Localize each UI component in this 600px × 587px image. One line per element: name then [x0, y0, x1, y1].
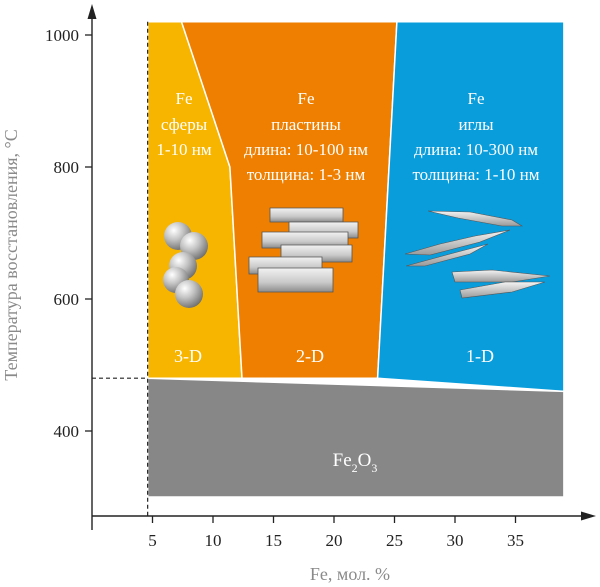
- region-1d: [376, 21, 565, 393]
- y-axis: [87, 4, 97, 530]
- oxide-label-main: Fe: [333, 450, 352, 471]
- region-2d: [180, 21, 398, 379]
- y-axis-title: Температура восстановления, °C: [1, 129, 21, 380]
- oxide-label-mid: O: [358, 450, 372, 471]
- x-tick-label: 5: [148, 531, 157, 550]
- x-tick-label: 35: [507, 531, 524, 550]
- y-tick-label: 800: [54, 158, 80, 177]
- plates-illustration-icon: [248, 207, 359, 293]
- region-3d-line-2: 1-10 нм: [156, 140, 212, 159]
- region-3d-title: Fe: [176, 89, 193, 108]
- y-tick-label: 400: [54, 422, 80, 441]
- x-tick-label: 15: [265, 531, 282, 550]
- region-1d-line-3: толщина: 1-10 нм: [412, 165, 539, 184]
- x-tick-label: 30: [447, 531, 464, 550]
- region-2d-dimension: 2-D: [296, 346, 324, 366]
- region-oxide: [146, 377, 565, 498]
- region-1d-line-2: длина: 10-300 нм: [414, 140, 538, 159]
- x-tick-label: 10: [205, 531, 222, 550]
- region-oxide-label: Fe2O3: [333, 450, 378, 475]
- region-2d-title: Fe: [298, 89, 315, 108]
- spheres-illustration-icon: [163, 222, 208, 308]
- y-tick-label: 1000: [45, 26, 79, 45]
- region-1d-labels: Fe иглы длина: 10-300 нм толщина: 1-10 н…: [412, 89, 539, 366]
- oxide-label-sub-2: 3: [371, 461, 377, 475]
- region-1d-title: Fe: [468, 89, 485, 108]
- region-2d-line-1: пластины: [271, 115, 341, 134]
- x-axis: [92, 511, 596, 521]
- oxide-label-sub-1: 2: [352, 461, 358, 475]
- y-axis-arrow-icon: [87, 4, 97, 19]
- x-axis-title: Fe, мол. %: [310, 564, 390, 584]
- x-axis-arrow-icon: [581, 511, 596, 521]
- region-3d-dimension: 3-D: [174, 346, 202, 366]
- region-3d-labels: Fe сферы 1-10 нм 3-D: [156, 89, 212, 366]
- region-2d-line-3: толщина: 1-3 нм: [247, 165, 366, 184]
- region-3d-line-1: сферы: [161, 115, 208, 134]
- y-tick-label: 600: [54, 290, 80, 309]
- x-tick-label: 25: [386, 531, 403, 550]
- x-ticks: 5 10 15 20 25 30 35: [148, 516, 524, 550]
- region-2d-line-2: длина: 10-100 нм: [244, 140, 368, 159]
- needles-illustration-icon: [404, 210, 551, 299]
- region-1d-dimension: 1-D: [466, 346, 494, 366]
- x-tick-label: 20: [326, 531, 343, 550]
- region-2d-labels: Fe пластины длина: 10-100 нм толщина: 1-…: [244, 89, 368, 366]
- region-1d-line-1: иглы: [458, 115, 494, 134]
- y-ticks: 400 600 800 1000: [45, 26, 92, 441]
